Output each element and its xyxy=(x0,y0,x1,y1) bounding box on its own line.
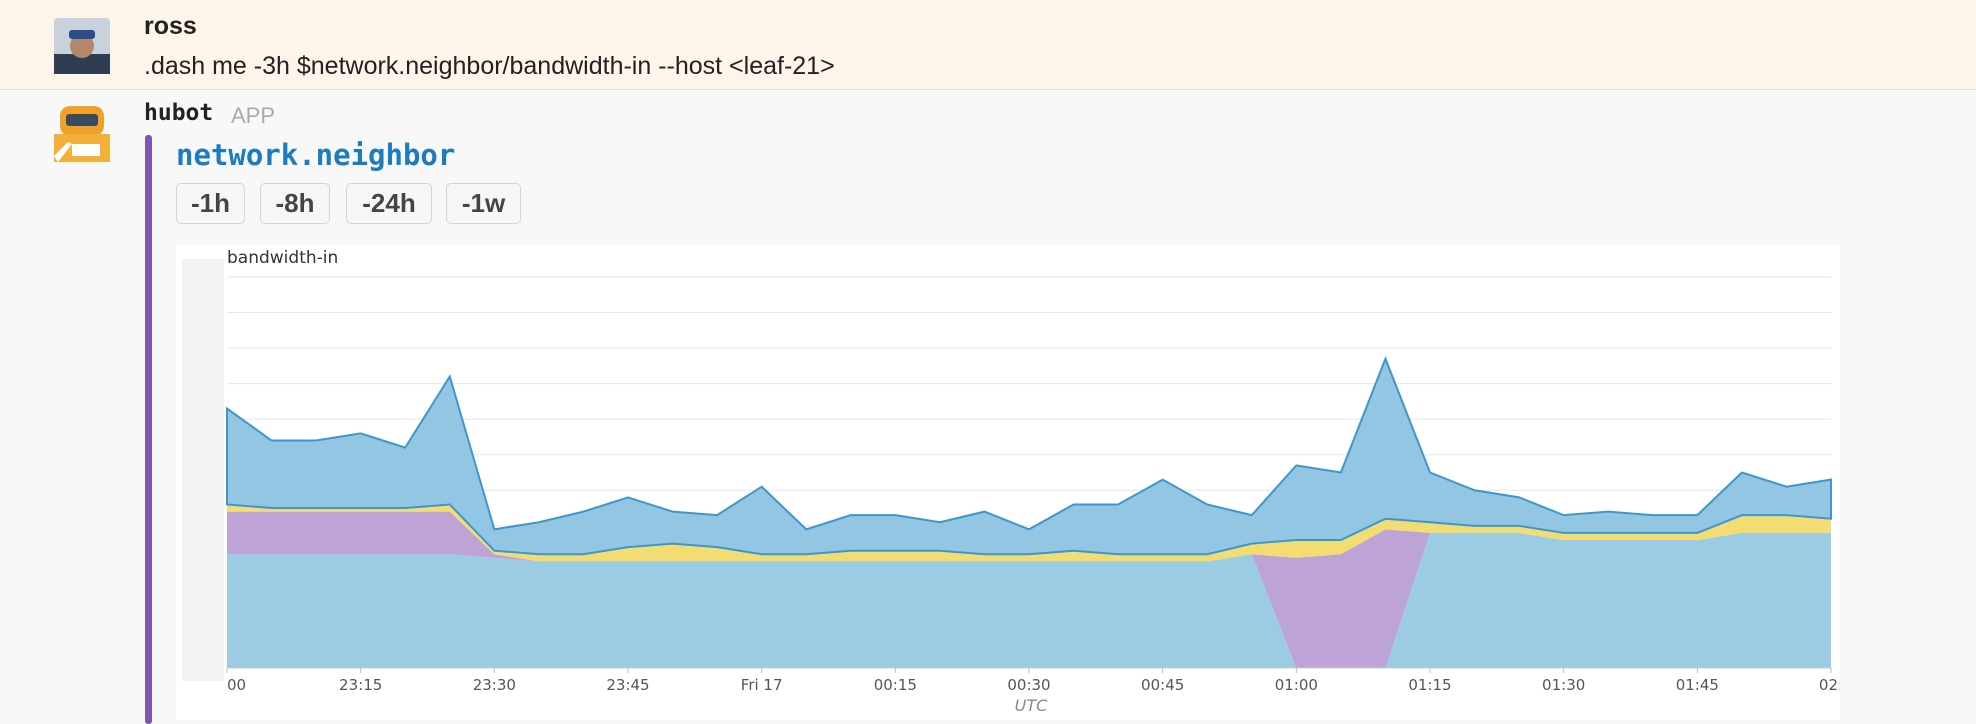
message-text: .dash me -3h $network.neighbor/bandwidth… xyxy=(144,52,835,80)
message-ross xyxy=(0,0,1976,90)
range-button[interactable]: -24h xyxy=(346,183,432,224)
author-name[interactable]: ross xyxy=(144,12,197,40)
chart-title: bandwidth-in xyxy=(227,248,338,268)
x-tick-label: 23:15 xyxy=(339,676,382,694)
x-tick-label: 01:15 xyxy=(1408,676,1451,694)
avatar-hubot[interactable] xyxy=(54,106,110,162)
avatar-ross[interactable] xyxy=(54,18,110,74)
x-tick-label: 00 xyxy=(227,676,246,694)
x-tick-label: 01:30 xyxy=(1542,676,1585,694)
x-tick-label: 01:45 xyxy=(1676,676,1719,694)
x-tick-label: Fri 17 xyxy=(741,676,783,694)
x-tick-label: 00:45 xyxy=(1141,676,1184,694)
x-tick-label: 00:15 xyxy=(874,676,917,694)
x-tick-label: 00:30 xyxy=(1007,676,1050,694)
x-tick-label: 23:45 xyxy=(606,676,649,694)
chart: bandwidth-in UTC 00 23:15 23:30 23:45 Fri 17… xyxy=(176,245,1840,720)
range-button[interactable]: -8h xyxy=(260,183,330,224)
attachment-bar xyxy=(145,135,152,724)
area xyxy=(227,511,1831,668)
x-axis-label: UTC xyxy=(1015,696,1048,715)
area xyxy=(226,356,1832,556)
x-tick-label: 23:30 xyxy=(473,676,516,694)
attachment-title[interactable]: network.neighbor xyxy=(176,138,456,172)
area xyxy=(227,532,1831,668)
x-tick-label: 02: xyxy=(1819,676,1840,694)
range-button[interactable]: -1h xyxy=(176,183,245,224)
app-badge: APP xyxy=(231,103,276,128)
range-button[interactable]: -1w xyxy=(446,183,521,224)
x-tick-label: 01:00 xyxy=(1275,676,1318,694)
author-name[interactable]: hubot xyxy=(144,100,214,126)
